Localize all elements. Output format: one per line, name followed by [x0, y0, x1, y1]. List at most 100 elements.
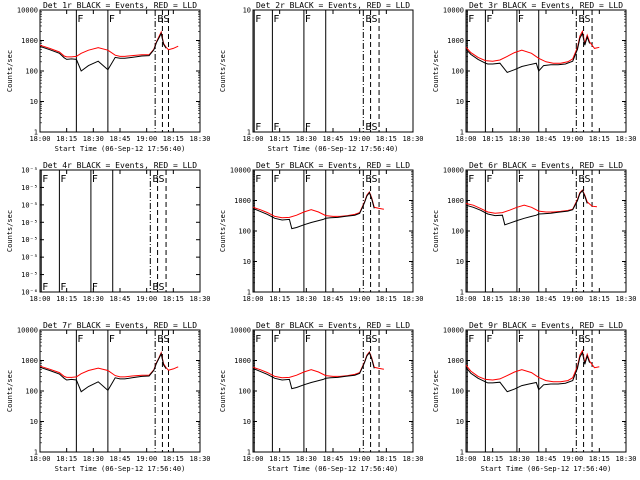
- events-rate-line: [465, 189, 588, 226]
- panel-title: Det 3r BLACK = Events, RED = LLD: [469, 1, 623, 10]
- x-tick-label: 19:00: [349, 135, 370, 143]
- flag-marker: BS: [153, 174, 165, 185]
- y-tick-label: 10: [243, 418, 251, 426]
- x-tick-label: 19:00: [136, 455, 157, 463]
- x-tick-label: 18:30: [509, 295, 530, 303]
- x-tick-label: 18:30: [296, 135, 317, 143]
- plot-frame: [465, 329, 627, 453]
- y-tick-label: 100: [451, 228, 464, 236]
- x-axis-label: Start Time (06-Sep-12 17:56:40): [268, 465, 399, 473]
- x-tick-label: 18:45: [109, 295, 130, 303]
- x-tick-label: 18:15: [269, 295, 290, 303]
- x-tick-label: 18:30: [296, 295, 317, 303]
- plot-frame: [465, 169, 627, 293]
- lld-rate-line: [39, 351, 179, 378]
- detector-panel-4: Det 4r BLACK = Events, RED = LLD 10⁻⁶ 10⁻⁵…: [6, 161, 211, 303]
- flag-marker: F: [255, 122, 261, 133]
- plot-frame: [39, 9, 201, 133]
- plot-frame: [465, 9, 627, 133]
- y-axis-label: Counts/sec: [219, 210, 227, 252]
- y-tick-label: 1: [247, 289, 251, 297]
- x-tick-label: 18:15: [376, 135, 397, 143]
- x-tick-label: 19:00: [349, 455, 370, 463]
- flag-marker: F: [92, 174, 98, 185]
- events-rate-line: [252, 351, 375, 390]
- plot-frame: [252, 9, 414, 133]
- flag-marker: BS: [153, 282, 165, 293]
- flag-marker: BS: [579, 174, 591, 185]
- y-tick-label: 10: [456, 98, 464, 106]
- plot-frame: [252, 329, 414, 453]
- x-tick-label: 19:00: [136, 135, 157, 143]
- flag-marker: F: [109, 334, 115, 345]
- y-tick-label: 10000: [443, 327, 464, 335]
- x-tick-label: 18:15: [56, 455, 77, 463]
- x-tick-label: 18:00: [242, 455, 263, 463]
- flag-marker: F: [518, 334, 524, 345]
- x-tick-label: 18:00: [455, 135, 476, 143]
- y-tick-label: 100: [25, 68, 38, 76]
- detector-panel-5: Det 5r BLACK = Events, RED = LLD 1 10 100 10…: [219, 161, 424, 303]
- panel-title: Det 1r BLACK = Events, RED = LLD: [43, 1, 197, 10]
- flag-marker: F: [77, 14, 83, 25]
- detector-panel-2: Det 2r BLACK = Events, RED = LLD 1 10 18:00…: [219, 1, 424, 153]
- x-tick-label: 18:30: [402, 135, 423, 143]
- y-tick-label: 10⁻⁵: [21, 167, 38, 175]
- plot-frame: [39, 169, 201, 293]
- x-tick-label: 18:30: [189, 455, 210, 463]
- x-tick-label: 18:15: [482, 135, 503, 143]
- lld-rate-line: [39, 30, 179, 58]
- flag-marker: F: [42, 282, 48, 293]
- x-axis-label: Start Time (06-Sep-12 17:56:40): [55, 465, 186, 473]
- flag-marker: F: [468, 174, 474, 185]
- y-axis-label: Counts/sec: [219, 50, 227, 92]
- flag-marker: F: [77, 334, 83, 345]
- x-tick-label: 18:15: [589, 135, 610, 143]
- x-tick-label: 18:00: [242, 295, 263, 303]
- flag-marker: F: [42, 174, 48, 185]
- flag-marker: F: [305, 14, 311, 25]
- y-axis-label: Counts/sec: [6, 370, 14, 412]
- x-tick-label: 18:30: [402, 455, 423, 463]
- y-tick-label: 10000: [443, 167, 464, 175]
- y-tick-label: 1000: [21, 37, 38, 45]
- x-tick-label: 18:45: [535, 135, 556, 143]
- y-axis-label: Counts/sec: [432, 210, 440, 252]
- x-tick-label: 18:30: [189, 295, 210, 303]
- x-tick-label: 18:15: [163, 455, 184, 463]
- flag-marker: BS: [579, 334, 591, 345]
- events-rate-line: [39, 352, 167, 393]
- y-tick-label: 1000: [21, 357, 38, 365]
- y-tick-label: 10⁻⁵: [21, 254, 38, 262]
- x-tick-label: 18:15: [269, 455, 290, 463]
- x-tick-label: 18:15: [56, 295, 77, 303]
- flag-marker: F: [109, 14, 115, 25]
- x-tick-label: 18:15: [589, 455, 610, 463]
- y-tick-label: 1: [460, 289, 464, 297]
- panel-title: Det 5r BLACK = Events, RED = LLD: [256, 161, 410, 170]
- x-tick-label: 18:15: [376, 455, 397, 463]
- plot-frame: [252, 169, 414, 293]
- detector-panel-9: Det 9r BLACK = Events, RED = LLD 1 10 100 10…: [432, 321, 637, 473]
- y-axis-label: Counts/sec: [6, 210, 14, 252]
- flag-marker: F: [60, 174, 66, 185]
- x-tick-label: 18:00: [29, 295, 50, 303]
- y-tick-label: 10⁻⁶: [21, 289, 38, 297]
- x-tick-label: 18:00: [455, 295, 476, 303]
- x-tick-label: 18:30: [615, 295, 636, 303]
- x-tick-label: 19:00: [562, 295, 583, 303]
- x-tick-label: 19:00: [562, 135, 583, 143]
- x-tick-label: 18:15: [482, 295, 503, 303]
- flag-marker: BS: [366, 14, 378, 25]
- flag-marker: F: [255, 174, 261, 185]
- y-axis-label: Counts/sec: [6, 50, 14, 92]
- flag-marker: F: [273, 122, 279, 133]
- detector-panel-6: Det 6r BLACK = Events, RED = LLD 1 10 100 10…: [432, 161, 637, 303]
- flag-marker: F: [468, 334, 474, 345]
- y-tick-label: 100: [451, 388, 464, 396]
- x-tick-label: 18:00: [29, 135, 50, 143]
- y-tick-label: 10: [243, 7, 251, 15]
- x-tick-label: 18:45: [535, 455, 556, 463]
- flag-marker: F: [468, 14, 474, 25]
- x-tick-label: 18:45: [535, 295, 556, 303]
